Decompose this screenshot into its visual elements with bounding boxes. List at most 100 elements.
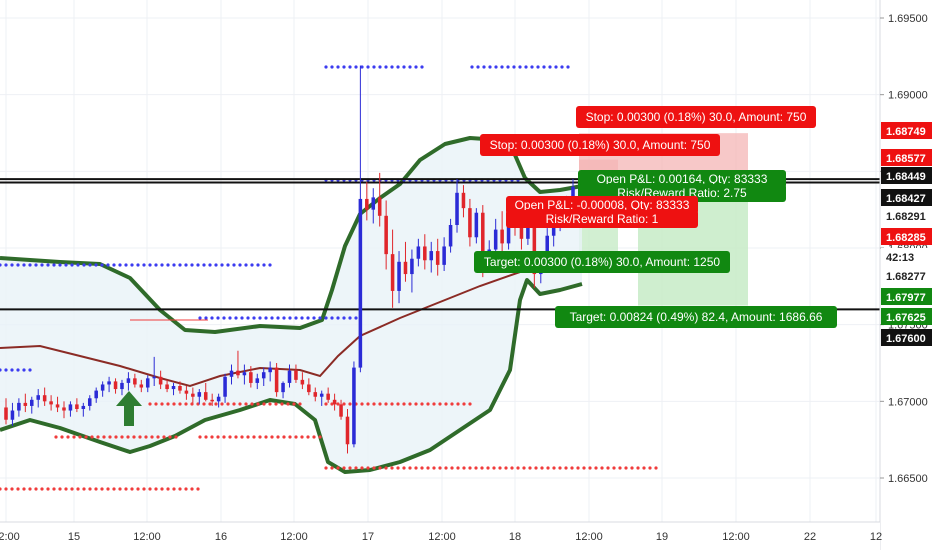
time-tick-label: 12:00 — [428, 531, 456, 543]
dotted-level-red — [220, 402, 224, 406]
dotted-level-blue — [112, 263, 116, 267]
price-label-tag[interactable] — [881, 308, 932, 325]
dotted-level-red — [558, 466, 562, 470]
dotted-level-red — [630, 466, 634, 470]
candle-body — [481, 212, 485, 267]
time-tick-label: 15 — [68, 531, 80, 543]
dotted-level-red — [52, 487, 56, 491]
price-label-tag[interactable] — [881, 122, 932, 139]
dotted-level-red — [142, 487, 146, 491]
dotted-level-blue — [268, 263, 272, 267]
dotted-level-blue — [282, 316, 286, 320]
dotted-level-red — [282, 435, 286, 439]
dotted-level-red — [348, 402, 352, 406]
dotted-level-blue — [262, 263, 266, 267]
price-label-text[interactable]: 1.67977 — [886, 292, 926, 304]
time-tick-label: 12:00 — [280, 531, 308, 543]
dotted-level-red — [226, 402, 230, 406]
dotted-level-red — [100, 487, 104, 491]
time-tick-label: 12:00 — [0, 531, 20, 543]
candle-body — [461, 192, 466, 209]
dotted-level-blue — [4, 263, 8, 267]
dotted-level-blue — [204, 316, 208, 320]
dotted-level-red — [432, 402, 436, 406]
price-label-tag[interactable] — [881, 149, 932, 166]
price-label-tag[interactable] — [881, 248, 932, 265]
dotted-level-blue — [500, 65, 504, 69]
dotted-level-blue — [244, 263, 248, 267]
dotted-level-blue — [324, 65, 328, 69]
price-label-text[interactable]: 1.68285 — [886, 232, 926, 244]
dotted-level-blue — [566, 65, 570, 69]
price-label-tag[interactable] — [881, 189, 932, 206]
annotation-box[interactable] — [474, 251, 730, 273]
price-label-text[interactable]: 1.67600 — [886, 333, 926, 345]
annotation-box[interactable] — [578, 170, 786, 188]
annotation-label[interactable]: Target: 0.00300 (0.18%) 30.0, Amount: 12… — [484, 255, 720, 269]
candle-body — [519, 226, 524, 239]
annotation-box[interactable] — [506, 210, 698, 228]
dotted-level-red — [414, 402, 418, 406]
candle-body — [474, 212, 479, 238]
dotted-level-blue — [222, 316, 226, 320]
candle-body — [255, 378, 260, 383]
price-label-text[interactable]: 1.68427 — [886, 193, 926, 205]
dotted-level-red — [336, 402, 340, 406]
price-label-text[interactable]: 1.68749 — [886, 126, 926, 138]
annotation-label[interactable]: Risk/Reward Ratio: 1 — [546, 212, 659, 226]
dotted-level-red — [606, 466, 610, 470]
dotted-level-blue — [414, 65, 418, 69]
candle-body — [416, 246, 421, 259]
dotted-level-red — [66, 435, 70, 439]
price-label-text[interactable]: 1.67625 — [886, 312, 926, 324]
price-label-tag[interactable] — [881, 267, 932, 284]
annotation-label[interactable]: Stop: 0.00300 (0.18%) 30.0, Amount: 750 — [490, 138, 711, 152]
dotted-level-red — [202, 402, 206, 406]
candle-body — [10, 410, 15, 420]
dotted-level-blue — [82, 263, 86, 267]
price-label-tag[interactable] — [881, 228, 932, 245]
dotted-level-red — [136, 487, 140, 491]
price-label-text[interactable]: 42:13 — [886, 252, 914, 264]
annotation-box[interactable] — [576, 106, 816, 128]
dotted-level-red — [76, 487, 80, 491]
dotted-level-blue — [16, 368, 20, 372]
dotted-level-blue — [420, 65, 424, 69]
candle-body — [307, 384, 311, 393]
annotation-label[interactable]: Open P&L: 0.00164, Qty: 83333 — [597, 172, 768, 186]
annotation-label[interactable]: Target: 0.00824 (0.49%) 82.4, Amount: 16… — [570, 310, 823, 324]
annotation-label[interactable]: Stop: 0.00300 (0.18%) 30.0, Amount: 750 — [586, 110, 807, 124]
annotation-box[interactable] — [480, 134, 720, 156]
price-label-tag[interactable] — [881, 167, 932, 184]
price-label-text[interactable]: 1.68577 — [886, 153, 926, 165]
dotted-level-blue — [184, 263, 188, 267]
annotation-box[interactable] — [555, 306, 837, 328]
candle-body — [203, 392, 208, 400]
price-label-text[interactable]: 1.68449 — [886, 171, 926, 183]
trade-annotations[interactable]: Stop: 0.00300 (0.18%) 30.0, Amount: 750 S… — [474, 106, 837, 328]
dotted-level-red — [438, 402, 442, 406]
dotted-level-red — [82, 487, 86, 491]
candle-body — [365, 198, 369, 210]
dotted-level-red — [588, 466, 592, 470]
price-label-text[interactable]: 1.68291 — [886, 211, 926, 223]
price-label-text[interactable]: 1.68277 — [886, 271, 926, 283]
dotted-level-red — [612, 466, 616, 470]
dotted-level-red — [528, 466, 532, 470]
dotted-level-red — [156, 435, 160, 439]
dotted-level-red — [348, 466, 352, 470]
dotted-level-blue — [94, 263, 98, 267]
annotation-label[interactable]: Open P&L: -0.00008, Qty: 83333 — [515, 198, 690, 212]
dotted-level-blue — [348, 65, 352, 69]
price-axis[interactable]: 1.695001.690001.685001.680001.675001.670… — [879, 0, 932, 550]
dotted-level-blue — [40, 263, 44, 267]
price-label-tag[interactable] — [881, 329, 932, 346]
price-label-tag[interactable] — [881, 288, 932, 305]
annotation-box[interactable] — [506, 196, 698, 214]
candle-body — [107, 381, 111, 385]
time-axis[interactable]: 12:00 15 12:00 16 12:00 17 12:00 18 12:00 19 12:00… — [0, 521, 882, 550]
price-label-tag[interactable] — [881, 207, 932, 224]
dotted-level-blue — [228, 316, 232, 320]
